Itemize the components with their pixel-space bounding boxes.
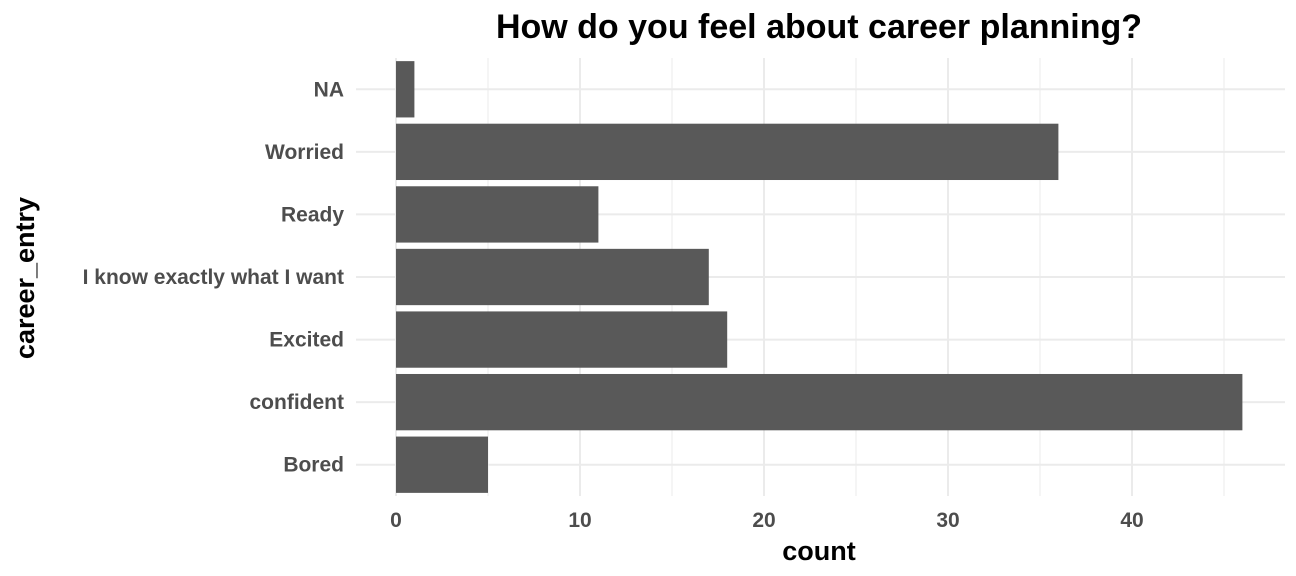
- y-axis-ticks: Bored confident Excited I know exactly what…: [83, 78, 345, 476]
- y-tick-label: Bored: [283, 454, 344, 477]
- x-tick-label: 40: [1120, 509, 1143, 532]
- bar: [396, 61, 415, 118]
- y-tick-label: Worried: [265, 141, 344, 164]
- x-tick-label: 10: [568, 509, 591, 532]
- x-axis-ticks: 0 10 20 30 40: [390, 509, 1144, 532]
- y-axis-title: career_entry: [10, 197, 40, 359]
- bar: [396, 186, 599, 243]
- x-tick-label: 20: [752, 509, 775, 532]
- x-tick-label: 0: [390, 509, 402, 532]
- y-tick-label: Ready: [281, 203, 344, 226]
- bar: [396, 123, 1059, 181]
- chart-title: How do you feel about career planning?: [496, 8, 1142, 46]
- x-axis-title: count: [782, 536, 856, 566]
- bar: [396, 311, 728, 368]
- bar: [396, 248, 709, 306]
- y-tick-label: confident: [250, 391, 345, 414]
- y-tick-label: I know exactly what I want: [83, 266, 344, 289]
- x-tick-label: 30: [936, 509, 959, 532]
- bar: [396, 436, 488, 493]
- bar: [396, 373, 1243, 431]
- y-tick-label: NA: [314, 78, 344, 101]
- y-tick-label: Excited: [269, 329, 344, 352]
- bars: [396, 61, 1243, 493]
